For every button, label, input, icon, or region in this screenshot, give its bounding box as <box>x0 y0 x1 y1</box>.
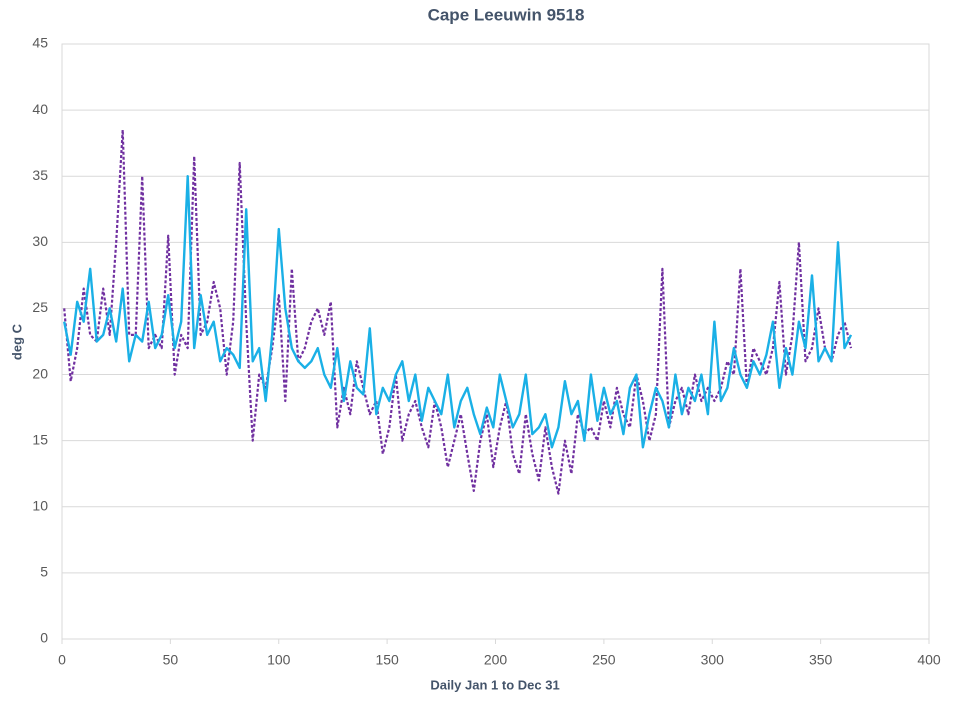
x-tick-label: 200 <box>484 652 508 668</box>
y-tick-label: 35 <box>32 167 48 183</box>
x-tick-label: 400 <box>917 652 941 668</box>
x-tick-label: 150 <box>375 652 399 668</box>
y-tick-label: 40 <box>32 101 48 117</box>
x-axis-label: Daily Jan 1 to Dec 31 <box>430 677 559 692</box>
y-tick-label: 45 <box>32 35 48 51</box>
y-tick-label: 10 <box>32 497 48 513</box>
x-tick-label: 100 <box>267 652 291 668</box>
x-tick-label: 350 <box>809 652 833 668</box>
chart-title: Cape Leeuwin 9518 <box>428 5 585 24</box>
x-tick-label: 300 <box>701 652 725 668</box>
y-tick-label: 0 <box>40 630 48 646</box>
x-tick-label: 50 <box>163 652 179 668</box>
y-tick-label: 5 <box>40 564 48 580</box>
y-tick-label: 15 <box>32 431 48 447</box>
y-axis-label: deg C <box>9 323 24 360</box>
x-tick-label: 0 <box>58 652 66 668</box>
x-tick-label: 250 <box>592 652 616 668</box>
y-tick-label: 30 <box>32 233 48 249</box>
y-tick-label: 25 <box>32 299 48 315</box>
series-line <box>63 175 853 449</box>
plot-border <box>61 43 930 640</box>
y-tick-label: 20 <box>32 365 48 381</box>
series-line <box>63 128 853 495</box>
